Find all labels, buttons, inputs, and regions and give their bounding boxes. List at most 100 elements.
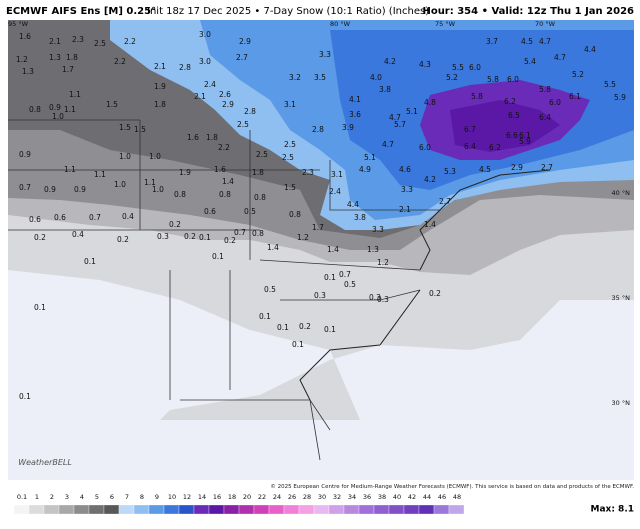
lon-label: 70 °W xyxy=(535,20,556,28)
snow-amount-label: 2.4 xyxy=(204,80,216,89)
lat-label: 40 °N xyxy=(612,189,631,197)
colorbar-swatch xyxy=(283,504,300,515)
snow-amount-label: 6.7 xyxy=(464,125,476,134)
snow-amount-label: 4.7 xyxy=(389,113,401,122)
colorbar-label: 24 xyxy=(273,493,281,501)
lon-label: 95 °W xyxy=(8,20,29,28)
snow-amount-label: 0.1 xyxy=(212,252,224,261)
colorbar-label: 44 xyxy=(423,493,431,501)
snow-amount-label: 0.1 xyxy=(292,340,304,349)
snow-amount-label: 0.9 xyxy=(19,150,31,159)
colorbar-label: 28 xyxy=(303,493,311,501)
snow-amount-label: 1.9 xyxy=(179,168,191,177)
snow-amount-label: 4.7 xyxy=(382,140,394,149)
snow-amount-label: 0.6 xyxy=(204,207,216,216)
snow-amount-label: 6.0 xyxy=(419,143,431,152)
snow-amount-label: 1.3 xyxy=(367,245,379,254)
snow-amount-label: 3.8 xyxy=(354,213,366,222)
snow-amount-label: 0.5 xyxy=(264,285,276,294)
snow-amount-label: 0.1 xyxy=(259,312,271,321)
colorbar: 0.1 1 2 3 4 5 6 7 8 9 10 12 14 16 18 20 22 24 26 28 30 32 34 36… xyxy=(13,493,465,515)
colorbar-swatch xyxy=(43,504,60,515)
snow-amount-label: 6.2 xyxy=(489,143,501,152)
colorbar-label: 38 xyxy=(378,493,386,501)
snow-amount-label: 5.9 xyxy=(519,137,531,146)
colorbar-swatch xyxy=(13,504,30,515)
snow-amount-label: 6.1 xyxy=(519,131,531,140)
snow-amount-label: 1.5 xyxy=(284,183,296,192)
snow-amount-label: 4.1 xyxy=(349,95,361,104)
snow-amount-label: 2.5 xyxy=(256,150,268,159)
colorbar-label: 36 xyxy=(363,493,371,501)
snow-amount-label: 4.9 xyxy=(359,165,371,174)
snow-amount-label: 3.9 xyxy=(342,123,354,132)
snow-amount-label: 1.6 xyxy=(214,165,226,174)
snow-amount-label: 6.5 xyxy=(508,111,520,120)
lon-label: 75 °W xyxy=(435,20,456,28)
colorbar-swatch xyxy=(58,504,75,515)
snow-amount-label: 1.5 xyxy=(119,123,131,132)
colorbar-label: 14 xyxy=(198,493,206,501)
snow-amount-label: 5.8 xyxy=(487,75,499,84)
colorbar-swatch xyxy=(448,504,465,515)
snow-amount-label: 0.6 xyxy=(29,215,41,224)
colorbar-label: 46 xyxy=(438,493,446,501)
colorbar-label: 30 xyxy=(318,493,326,501)
snow-amount-label: 2.8 xyxy=(244,107,256,116)
credit: © 2025 European Centre for Medium-Range … xyxy=(270,483,634,490)
snow-amount-label: 1.1 xyxy=(144,178,156,187)
colorbar-label: 4 xyxy=(80,493,84,501)
snow-amount-label: 5.2 xyxy=(572,70,584,79)
snow-purple-dark xyxy=(450,100,560,152)
snow-amount-label: 1.3 xyxy=(22,67,34,76)
snow-amount-label: 5.8 xyxy=(539,85,551,94)
snow-amount-label: 2.5 xyxy=(237,120,249,129)
colorbar-swatch xyxy=(238,504,255,515)
snow-amount-label: 0.7 xyxy=(234,228,246,237)
snow-amount-label: 4.7 xyxy=(554,53,566,62)
snow-amount-label: 6.4 xyxy=(539,113,551,122)
snow-amount-label: 2.1 xyxy=(194,92,206,101)
colorbar-swatch xyxy=(133,504,150,515)
snow-amount-label: 4.5 xyxy=(479,165,491,174)
snow-amount-label: 1.8 xyxy=(154,100,166,109)
colorbar-swatch xyxy=(208,504,225,515)
title: ECMWF AIFS Ens [M] 0.25° xyxy=(6,6,156,17)
colorbar-swatch xyxy=(88,504,105,515)
snow-amount-label: 1.3 xyxy=(49,53,61,62)
snow-amount-label: 4.3 xyxy=(419,60,431,69)
colorbar-swatch xyxy=(328,504,345,515)
snow-amount-label: 1.9 xyxy=(154,82,166,91)
snow-amount-label: 5.8 xyxy=(471,92,483,101)
snow-amount-label: 0.8 xyxy=(174,190,186,199)
snow-amount-label: 1.5 xyxy=(106,100,118,109)
snow-amount-label: 1.4 xyxy=(327,245,339,254)
snow-amount-label: 0.5 xyxy=(244,207,256,216)
snow-amount-label: 0.3 xyxy=(314,291,326,300)
snow-amount-label: 0.2 xyxy=(184,232,196,241)
snow-amount-label: 5.5 xyxy=(452,63,464,72)
snow-amount-label: 1.7 xyxy=(312,223,324,232)
colorbar-swatch xyxy=(103,504,120,515)
colorbar-label: 26 xyxy=(288,493,296,501)
snow-amount-label: 0.1 xyxy=(324,325,336,334)
snow-amount-label: 6.4 xyxy=(464,142,476,151)
snow-amount-label: 0.7 xyxy=(339,270,351,279)
colorbar-label: 42 xyxy=(408,493,416,501)
snow-amount-label: 1.0 xyxy=(119,152,131,161)
snow-amount-label: 2.6 xyxy=(219,90,231,99)
snow-amount-label: 3.6 xyxy=(349,110,361,119)
snow-amount-label: 1.8 xyxy=(252,168,264,177)
snow-amount-label: 2.9 xyxy=(239,37,251,46)
snow-amount-label: 0.2 xyxy=(224,236,236,245)
colorbar-label: 20 xyxy=(243,493,251,501)
snow-amount-label: 0.1 xyxy=(84,257,96,266)
snow-amount-label: 0.4 xyxy=(122,212,134,221)
snow-amount-label: 4.7 xyxy=(539,37,551,46)
colorbar-swatch xyxy=(313,504,330,515)
snow-amount-label: 0.2 xyxy=(299,322,311,331)
colorbar-swatch xyxy=(358,504,375,515)
snow-amount-label: 0.9 xyxy=(74,185,86,194)
